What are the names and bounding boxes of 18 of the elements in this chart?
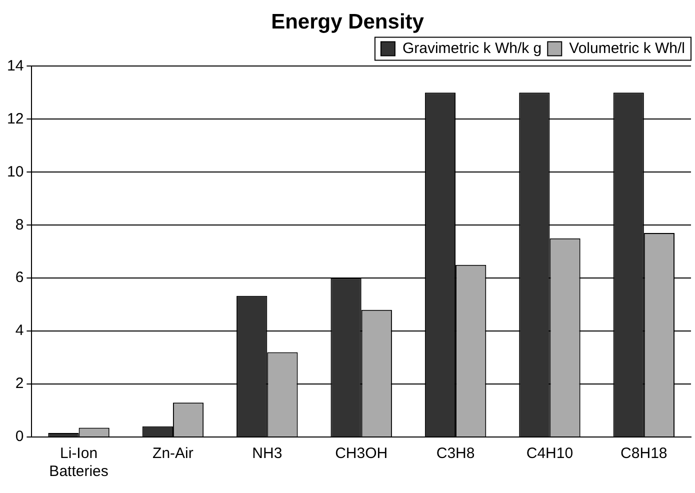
y-tick-label: 0	[15, 428, 24, 446]
y-tick-label: 12	[6, 110, 24, 128]
x-tick-label: C8H18	[620, 445, 668, 462]
y-tick-label: 6	[15, 269, 24, 286]
x-tick-label: CH3OH	[335, 445, 388, 462]
x-tick-label: C4H10	[526, 445, 574, 462]
y-tick-label: 10	[6, 163, 24, 180]
legend-label: Gravimetric k Wh/k g	[402, 40, 542, 57]
y-tick-label: 14	[6, 57, 24, 74]
y-tick-label: 4	[15, 322, 24, 340]
y-tick-label: 2	[15, 375, 24, 392]
chart-title: Energy Density	[271, 10, 424, 34]
x-tick-label: NH3	[252, 445, 282, 462]
y-tick-label: 8	[15, 216, 24, 234]
legend-label: Volumetric k Wh/l	[569, 40, 686, 57]
x-tick-label: Zn-Air	[152, 445, 194, 462]
x-tick-label: C3H8	[436, 445, 475, 462]
x-tick-label: Li-Ion Batteries	[49, 445, 108, 480]
